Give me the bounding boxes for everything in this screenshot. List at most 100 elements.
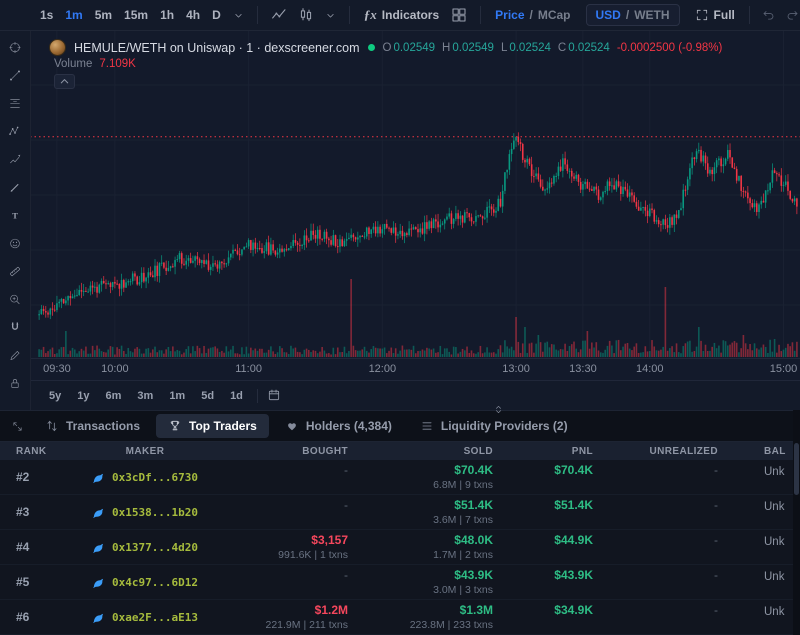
timeframe-1h[interactable]: 1h [154,5,180,25]
price-chart-canvas[interactable] [30,30,800,358]
volume-value: 7.109K [99,58,136,70]
timeframe-5m[interactable]: 5m [89,5,118,25]
column-header-sold[interactable]: SOLD [463,445,493,457]
column-header-rank[interactable]: RANK [16,445,47,457]
table-row[interactable]: #2 0x3cDf...6730- $70.4K 6.8M | 9 txns $70.4… [0,460,800,495]
sold-cell: $51.4K 3.6M | 7 txns [360,495,505,529]
maker-address[interactable]: 0x1377...4d20 [111,540,199,554]
vertical-scrollbar[interactable] [793,410,800,635]
column-header-pnl[interactable]: PNL [571,445,593,457]
bought-cell: $1.2M 221.9M | 211 txns [235,600,360,634]
maker-cell[interactable]: 0xae2F...aE13 [55,600,235,634]
scrollbar-thumb[interactable] [794,443,799,495]
quote-option[interactable]: WETH [634,8,670,22]
chart-style-candles-button[interactable] [293,4,319,26]
tool-zoom-in[interactable] [2,287,28,312]
timeframe-4h[interactable]: 4h [180,5,206,25]
price-option[interactable]: Price [495,8,525,22]
range-6m[interactable]: 6m [99,387,129,405]
column-header-balance[interactable]: BAL [764,445,786,457]
mcap-option[interactable]: MCap [537,8,571,22]
maker-address[interactable]: 0x3cDf...6730 [111,470,199,484]
token-avatar [49,39,66,56]
table-row[interactable]: #6 0xae2F...aE13 $1.2M 221.9M | 211 txns $1.… [0,600,800,635]
tool-pencil[interactable] [2,343,28,368]
indicators-button[interactable]: ƒx Indicators [358,4,445,26]
maker-address[interactable]: 0x1538...1b20 [111,505,199,519]
ruler-icon [9,266,21,277]
tool-ruler[interactable] [2,259,28,284]
tool-text[interactable]: T [2,203,28,228]
maker-address[interactable]: 0x4c97...6D12 [111,575,199,589]
toggle-separator: / [529,8,533,22]
go-to-date-button[interactable] [265,386,283,407]
token-amount-txns: 3.0M | 3 txns [433,584,493,596]
column-header-unrealized[interactable]: UNREALIZED [649,445,718,457]
fullscreen-button[interactable]: Full [689,5,741,25]
timeframe-1m[interactable]: 1m [59,5,88,25]
amount-value: $1.3M [459,603,493,617]
price-mcap-toggle[interactable]: Price / MCap [489,8,576,22]
range-1d[interactable]: 1d [223,387,250,405]
forecast-icon [10,154,21,164]
tool-forecast[interactable] [2,147,28,172]
volume-label: Volume [54,58,93,70]
range-5y[interactable]: 5y [42,387,68,405]
pnl-cell: $34.9K [505,600,605,634]
tab-holders[interactable]: Holders (4,384) [273,414,404,438]
tool-fib-retracement[interactable] [2,91,28,116]
undo-button[interactable] [758,6,780,24]
range-1y[interactable]: 1y [70,387,96,405]
timeframe-15m[interactable]: 15m [118,5,154,25]
time-tick-label: 14:00 [636,363,664,375]
range-1m[interactable]: 1m [162,387,192,405]
maker-cell[interactable]: 0x4c97...6D12 [55,565,235,599]
tool-trend-line[interactable] [2,63,28,88]
table-row[interactable]: #3 0x1538...1b20- $51.4K 3.6M | 7 txns $51.4… [0,495,800,530]
timeframe-D[interactable]: D [206,5,227,25]
panel-expand-button[interactable] [6,421,29,432]
table-header: RANK MAKER BOUGHT SOLD PNL UNREALIZED BAL [0,442,800,460]
usd-option[interactable]: USD [595,8,621,22]
tab-label: Liquidity Providers (2) [440,419,568,433]
layout-grid-button[interactable] [446,4,472,26]
chart-style-menu-button[interactable] [320,7,341,24]
maker-cell[interactable]: 0x1538...1b20 [55,495,235,529]
tool-xabcd-pattern[interactable] [2,119,28,144]
tool-lock[interactable] [2,371,28,396]
table-row[interactable]: #4 0x1377...4d20 $3,157 991.6K | 1 txns $48.… [0,530,800,565]
sold-cell: $43.9K 3.0M | 3 txns [360,565,505,599]
time-tick-label: 13:00 [502,363,530,375]
tool-crosshair[interactable] [2,35,28,60]
range-3m[interactable]: 3m [130,387,160,405]
panel-resize-handle[interactable] [488,402,508,416]
tool-brush[interactable] [2,175,28,200]
tool-magnet[interactable] [2,315,28,340]
legend-collapse-button[interactable] [54,74,75,89]
column-header-bought[interactable]: BOUGHT [302,445,348,457]
tool-emoji[interactable] [2,231,28,256]
tab-top-traders[interactable]: Top Traders [156,414,269,438]
maker-cell[interactable]: 0x3cDf...6730 [55,460,235,494]
fib-retracement-icon [10,99,20,108]
expand-icon [12,421,23,432]
magnet-icon [11,322,19,330]
maker-cell[interactable]: 0x1377...4d20 [55,530,235,564]
timeframe-1s[interactable]: 1s [34,5,59,25]
timeframe-menu-button[interactable] [228,7,249,24]
redo-button[interactable] [781,6,800,24]
table-row[interactable]: #5 0x4c97...6D12- $43.9K 3.0M | 3 txns $43.9… [0,565,800,600]
sold-cell: $48.0K 1.7M | 2 txns [360,530,505,564]
time-axis[interactable]: 09:30 10:00 11:00 12:00 13:00 13:30 14:00 15:00 [30,358,800,381]
currency-toggle[interactable]: USD / WETH [585,4,680,26]
range-5d[interactable]: 5d [194,387,221,405]
amount-value: $70.4K [454,463,493,477]
tab-transactions[interactable]: Transactions [33,414,152,438]
chart-style-line-button[interactable] [266,4,292,26]
tab-liquidity-providers[interactable]: Liquidity Providers (2) [408,414,580,438]
rank-cell: #4 [16,540,30,554]
toggle-separator: / [625,8,630,22]
maker-address[interactable]: 0xae2F...aE13 [111,610,199,624]
time-tick-label: 11:00 [235,363,262,375]
column-header-maker[interactable]: MAKER [125,445,165,457]
